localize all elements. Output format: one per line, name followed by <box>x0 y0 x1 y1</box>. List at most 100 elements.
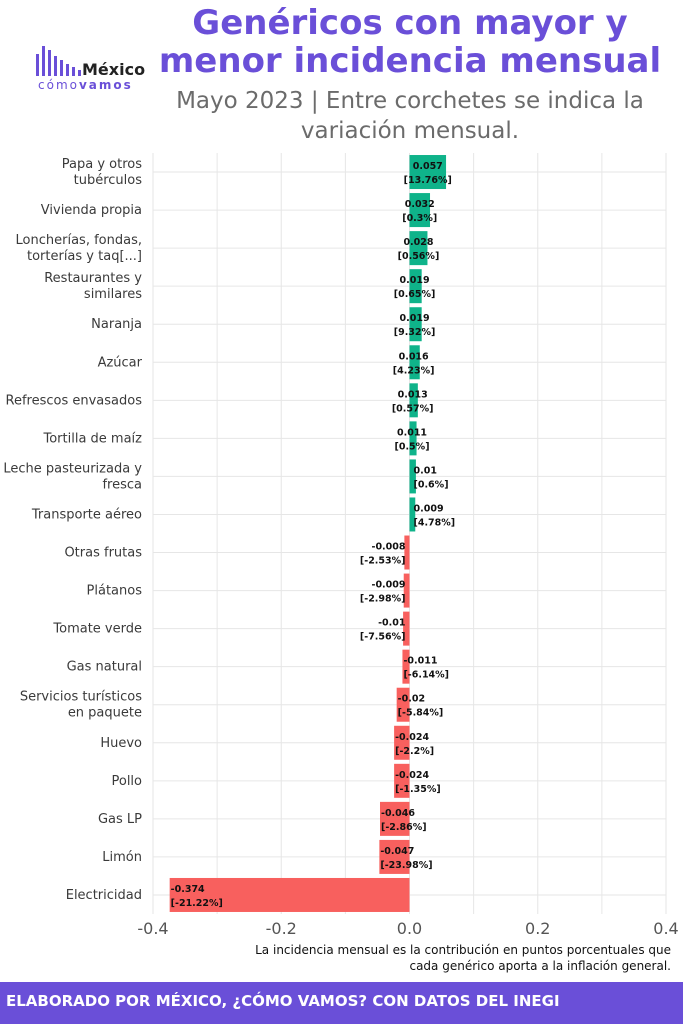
value-label: 0.011 <box>397 427 427 438</box>
value-label: 0.013 <box>398 389 428 400</box>
value-label: 0.019 <box>400 313 430 324</box>
bar-10 <box>404 535 410 570</box>
category-label: Papa y otros <box>62 157 142 172</box>
chart-footnote-line1: La incidencia mensual es la contribución… <box>255 943 671 957</box>
chart-title: Genéricos con mayor y menor incidencia m… <box>150 4 670 80</box>
category-label: Transporte aéreo <box>31 507 142 522</box>
bar-chart: 0.057 [13.76%] 0.032 [0.3%] 0.028 [0.56%] 0.01… <box>3 153 679 938</box>
category-label: Pollo <box>111 774 142 789</box>
value-label: 0.009 <box>414 503 444 514</box>
variation-label: [0.3%] <box>402 213 437 224</box>
category-label: Restaurantes y <box>44 271 142 286</box>
bar-signal-icon <box>36 40 96 76</box>
logo-tagline: cómovamos <box>38 78 133 92</box>
x-tick-label: 0.0 <box>397 919 422 938</box>
bar-12 <box>403 611 410 646</box>
category-label: Vivienda propia <box>41 203 142 218</box>
value-label: 0.057 <box>413 161 443 172</box>
variation-label: [0.6%] <box>414 479 449 490</box>
variation-label: [-5.84%] <box>398 708 444 719</box>
variation-label: [4.78%] <box>414 517 456 528</box>
x-tick-label: 0.2 <box>525 919 550 938</box>
variation-label: [-1.35%] <box>395 784 441 795</box>
value-label: -0.011 <box>403 656 437 667</box>
mexico-como-vamos-logo: México cómovamos <box>36 40 151 92</box>
chart-footnote-line2: cada genérico aporta a la inflación gene… <box>409 959 671 973</box>
value-label: -0.024 <box>395 732 429 743</box>
x-tick-label: -0.2 <box>266 919 297 938</box>
chart-title-line2: menor incidencia mensual <box>158 41 662 81</box>
variation-label: [-21.22%] <box>171 898 223 909</box>
bar-19 <box>169 877 410 912</box>
chart-subtitle-line2: variación mensual. <box>300 118 520 144</box>
variation-label: [0.57%] <box>392 403 434 414</box>
category-label: Huevo <box>100 736 142 751</box>
category-label: similares <box>84 287 142 302</box>
category-label: torterías y taq[...] <box>27 249 142 264</box>
bar-11 <box>403 573 410 608</box>
category-label: Gas natural <box>67 660 142 675</box>
value-label: 0.019 <box>400 275 430 286</box>
category-label: fresca <box>102 477 142 492</box>
value-label: 0.016 <box>399 351 429 362</box>
category-label: en paquete <box>68 706 142 721</box>
logo-tag-light: cómo <box>38 78 79 92</box>
bar-0 <box>409 155 447 190</box>
variation-label: [0.5%] <box>395 441 430 452</box>
variation-label: [13.76%] <box>404 175 452 186</box>
bar-4 <box>409 307 422 342</box>
variation-label: [-2.86%] <box>381 822 427 833</box>
category-label: Refrescos envasados <box>6 393 143 408</box>
category-label: Servicios turísticos <box>20 690 142 705</box>
variation-label: [0.65%] <box>394 289 436 300</box>
variation-label: [-2.2%] <box>395 746 434 757</box>
value-label: -0.02 <box>398 694 425 705</box>
bar-9 <box>409 497 416 532</box>
variation-label: [-23.98%] <box>380 860 432 871</box>
category-label: Electricidad <box>66 888 142 903</box>
category-label: Limón <box>102 850 142 865</box>
value-label: -0.047 <box>380 846 414 857</box>
logo-tag-bold: vamos <box>78 78 133 92</box>
category-label: Azúcar <box>98 355 143 370</box>
variation-label: [-7.56%] <box>360 632 406 643</box>
value-label: -0.046 <box>381 808 415 819</box>
x-tick-label: 0.4 <box>653 919 678 938</box>
x-tick-label: -0.4 <box>137 919 168 938</box>
chart-footnote: La incidencia mensual es la contribución… <box>201 942 671 974</box>
variation-label: [-6.14%] <box>403 670 449 681</box>
bar-7 <box>409 421 417 456</box>
bar-18 <box>379 839 410 874</box>
chart-subtitle-line1: Mayo 2023 | Entre corchetes se indica la <box>176 88 644 114</box>
category-label: Otras frutas <box>64 546 142 561</box>
source-footer-text: ELABORADO POR MÉXICO, ¿CÓMO VAMOS? CON D… <box>6 992 560 1010</box>
category-label: tubérculos <box>74 173 143 188</box>
bar-16 <box>394 763 410 798</box>
bar-17 <box>380 801 410 836</box>
chart-title-line1: Genéricos con mayor y <box>192 3 628 43</box>
category-label: Tortilla de maíz <box>42 431 142 446</box>
bar-15 <box>394 725 410 760</box>
variation-label: [-2.53%] <box>360 556 406 567</box>
source-footer: ELABORADO POR MÉXICO, ¿CÓMO VAMOS? CON D… <box>0 982 683 1024</box>
value-label: -0.374 <box>171 884 205 895</box>
bar-8 <box>409 459 416 494</box>
variation-label: [-2.98%] <box>360 594 406 605</box>
category-label: Tomate verde <box>52 622 142 637</box>
value-label: -0.024 <box>395 770 429 781</box>
value-label: -0.01 <box>378 618 405 629</box>
chart-subtitle: Mayo 2023 | Entre corchetes se indica la… <box>140 86 680 146</box>
bar-6 <box>409 383 418 418</box>
bar-13 <box>402 649 410 684</box>
bar-1 <box>409 193 431 228</box>
variation-label: [4.23%] <box>393 365 435 376</box>
bar-14 <box>396 687 410 722</box>
variation-label: [0.56%] <box>398 251 440 262</box>
category-label: Gas LP <box>98 812 142 827</box>
category-label: Naranja <box>91 317 142 332</box>
category-label: Leche pasteurizada y <box>3 461 142 476</box>
category-label: Plátanos <box>87 584 143 599</box>
category-label: Loncherías, fondas, <box>16 233 142 248</box>
variation-label: [9.32%] <box>394 327 436 338</box>
logo-name: México <box>82 60 146 79</box>
